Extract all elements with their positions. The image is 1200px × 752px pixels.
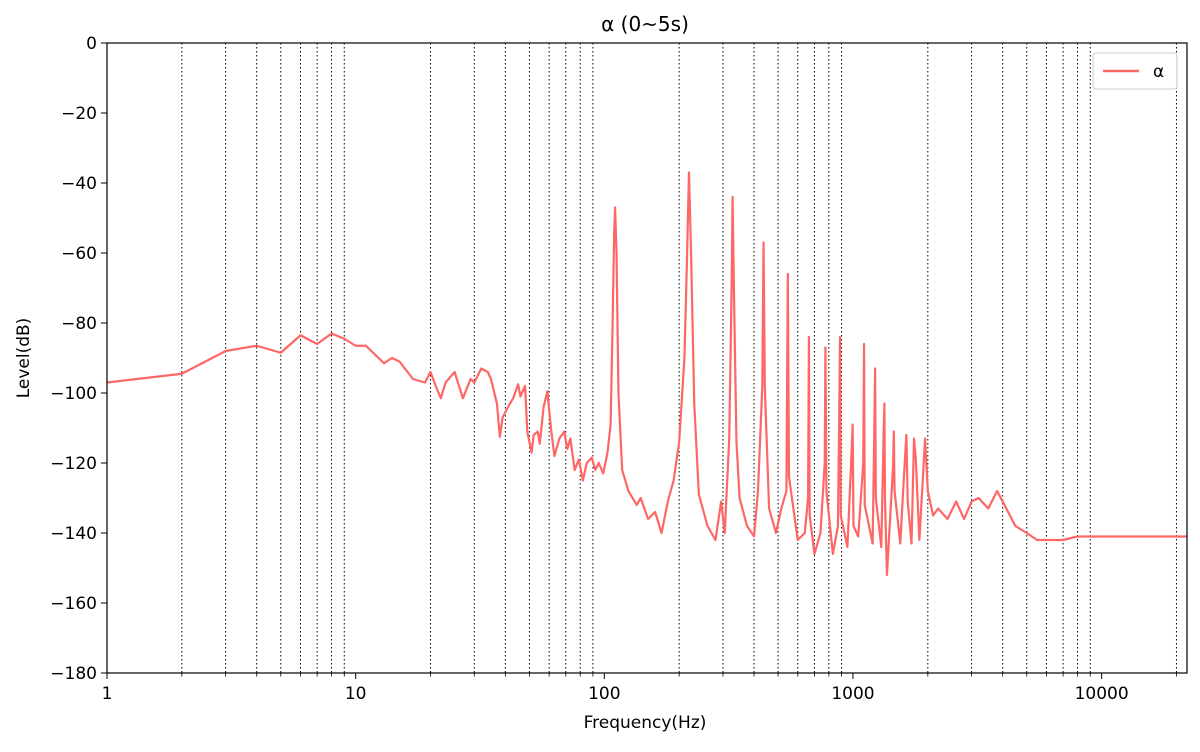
y-tick-label: −120 [50, 454, 97, 474]
y-axis-ticks: 0 −20 −40 −60 −80 −100 −120 −140 −160 −180 [50, 34, 107, 684]
gridlines [181, 43, 1177, 673]
y-tick-label: 0 [86, 34, 97, 54]
y-tick-label: −160 [50, 594, 97, 614]
x-tick-label: 1 [102, 684, 113, 704]
y-tick-label: −80 [61, 314, 97, 334]
x-tick-label: 10000 [1075, 684, 1129, 704]
x-tick-label: 100 [588, 684, 620, 704]
y-tick-label: −60 [61, 244, 97, 264]
chart-title: α (0~5s) [601, 12, 689, 36]
plot-area [106, 171, 1187, 577]
x-axis-label: Frequency(Hz) [584, 713, 707, 733]
y-tick-label: −40 [61, 174, 97, 194]
y-axis-label: Level(dB) [14, 318, 34, 399]
x-tick-label: 10 [345, 684, 367, 704]
legend-label: α [1153, 62, 1164, 82]
legend: α [1092, 52, 1178, 90]
series-line [106, 171, 1187, 577]
x-tick-label: 1000 [831, 684, 874, 704]
x-axis-ticks: 1 10 100 1000 10000 [102, 673, 1177, 704]
y-tick-label: −140 [50, 524, 97, 544]
y-tick-label: −20 [61, 104, 97, 124]
y-tick-label: −180 [50, 664, 97, 684]
y-tick-label: −100 [50, 384, 97, 404]
plot-frame [106, 42, 1188, 674]
